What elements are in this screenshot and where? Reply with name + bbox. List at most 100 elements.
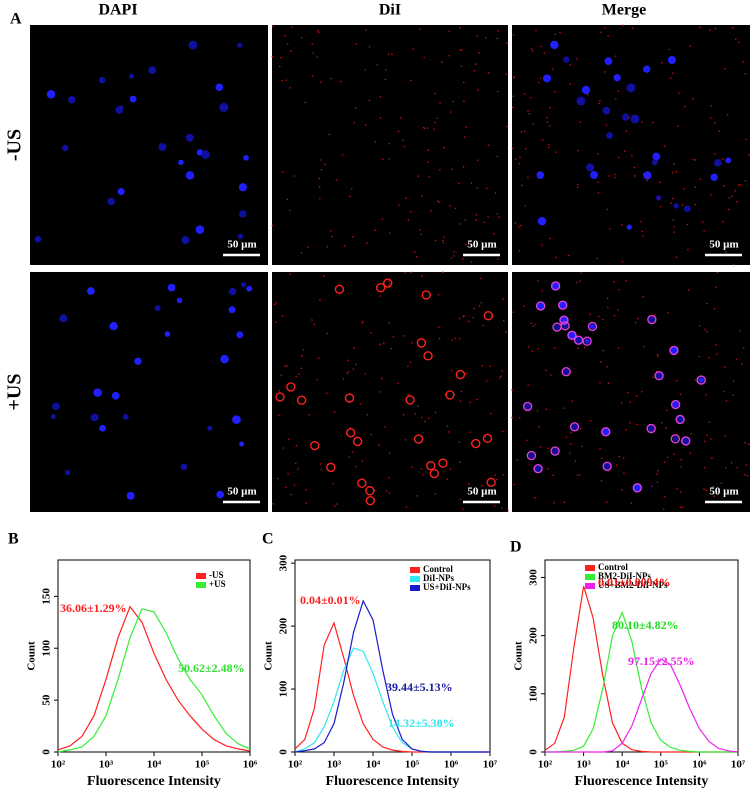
dye-spot [442,271,444,274]
dye-spot [731,26,734,29]
legend-swatch [410,585,420,591]
dye-spot [282,447,285,449]
dye-spot [640,220,642,223]
dye-spot [724,435,726,437]
dye-spot [285,79,288,82]
dye-spot [481,365,484,367]
dye-spot [281,171,284,173]
annotation: 14.32±5.30% [388,716,455,730]
dye-spot [725,400,728,402]
dye-spot [438,201,440,203]
dye-spot [538,172,541,174]
nucleus [34,235,42,243]
dye-spot [499,376,501,379]
image-background [272,272,508,512]
dye-spot [613,281,615,283]
dye-spot [410,210,412,213]
nucleus [537,216,547,226]
x-tick-label: 10² [51,759,66,771]
dye-spot [448,54,451,57]
nucleus [46,89,56,99]
dye-spot [656,481,659,483]
labelled-cell [560,321,570,331]
dye-spot [600,31,602,33]
dye-spot [577,149,579,152]
y-tick-label: 100 [528,685,540,702]
dye-spot [699,26,701,29]
dye-spot [361,322,364,324]
dye-spot [511,389,513,391]
dye-spot [679,393,682,396]
labelled-cell [383,278,393,288]
dye-spot [346,372,348,375]
dye-spot [744,72,747,75]
dye-spot [485,380,488,382]
dye-spot [458,337,461,340]
dye-spot [547,447,550,450]
dye-spot [520,131,523,133]
dye-spot [547,146,550,149]
dye-spot [673,226,676,228]
nucleus [64,469,71,476]
dye-spot [589,419,592,422]
dye-spot [362,320,364,323]
dye-spot [647,176,649,179]
legend-swatch [196,573,206,579]
nucleus [669,346,679,355]
nucleus [602,106,611,115]
nucleus [129,73,135,79]
dye-spot [412,48,414,50]
dye-spot [354,363,357,366]
dye-spot [667,312,669,314]
labelled-cell [681,436,691,446]
panel-label: B [8,531,19,548]
dye-spot [722,158,724,160]
nucleus [603,462,611,471]
dye-spot [434,411,437,414]
nucleus [563,368,570,375]
dye-spot [562,407,565,409]
nucleus [240,281,247,288]
dye-spot [672,72,674,75]
dye-spot [352,368,355,370]
labelled-cell [654,371,664,381]
nucleus [648,316,655,323]
dye-spot [703,466,706,469]
micrograph: 50 µm [30,25,268,265]
dye-spot [379,95,382,98]
dye-spot [523,130,526,133]
dye-spot [285,486,288,489]
dye-spot [694,203,697,206]
y-tick-label: 0 [278,749,290,755]
dye-spot [388,142,391,145]
labelled-cell [602,461,612,472]
dye-spot [384,78,387,81]
dye-spot [580,427,582,430]
dye-spot [618,455,620,458]
dye-spot [724,251,727,253]
nucleus [52,402,60,411]
dye-spot [692,158,694,161]
dye-spot [670,202,672,204]
dye-spot [606,208,609,211]
dye-spot [701,221,704,223]
dye-spot [402,139,405,142]
dye-spot [576,281,578,284]
nucleus [238,183,248,192]
dye-spot [552,474,554,477]
dye-spot [407,219,410,221]
x-tick-label: 10² [288,759,303,771]
dye-spot [523,92,526,95]
dye-spot [419,229,421,231]
dye-spot [604,71,606,73]
labelled-cell [416,338,427,348]
x-tick-label: 10⁷ [731,759,746,771]
dye-spot [426,127,429,129]
dye-spot [465,243,467,246]
labelled-cell [426,460,436,471]
dye-spot [580,445,583,448]
dye-spot [518,416,521,419]
dye-spot [724,67,726,70]
nucleus [167,283,176,292]
dye-spot [364,29,367,31]
